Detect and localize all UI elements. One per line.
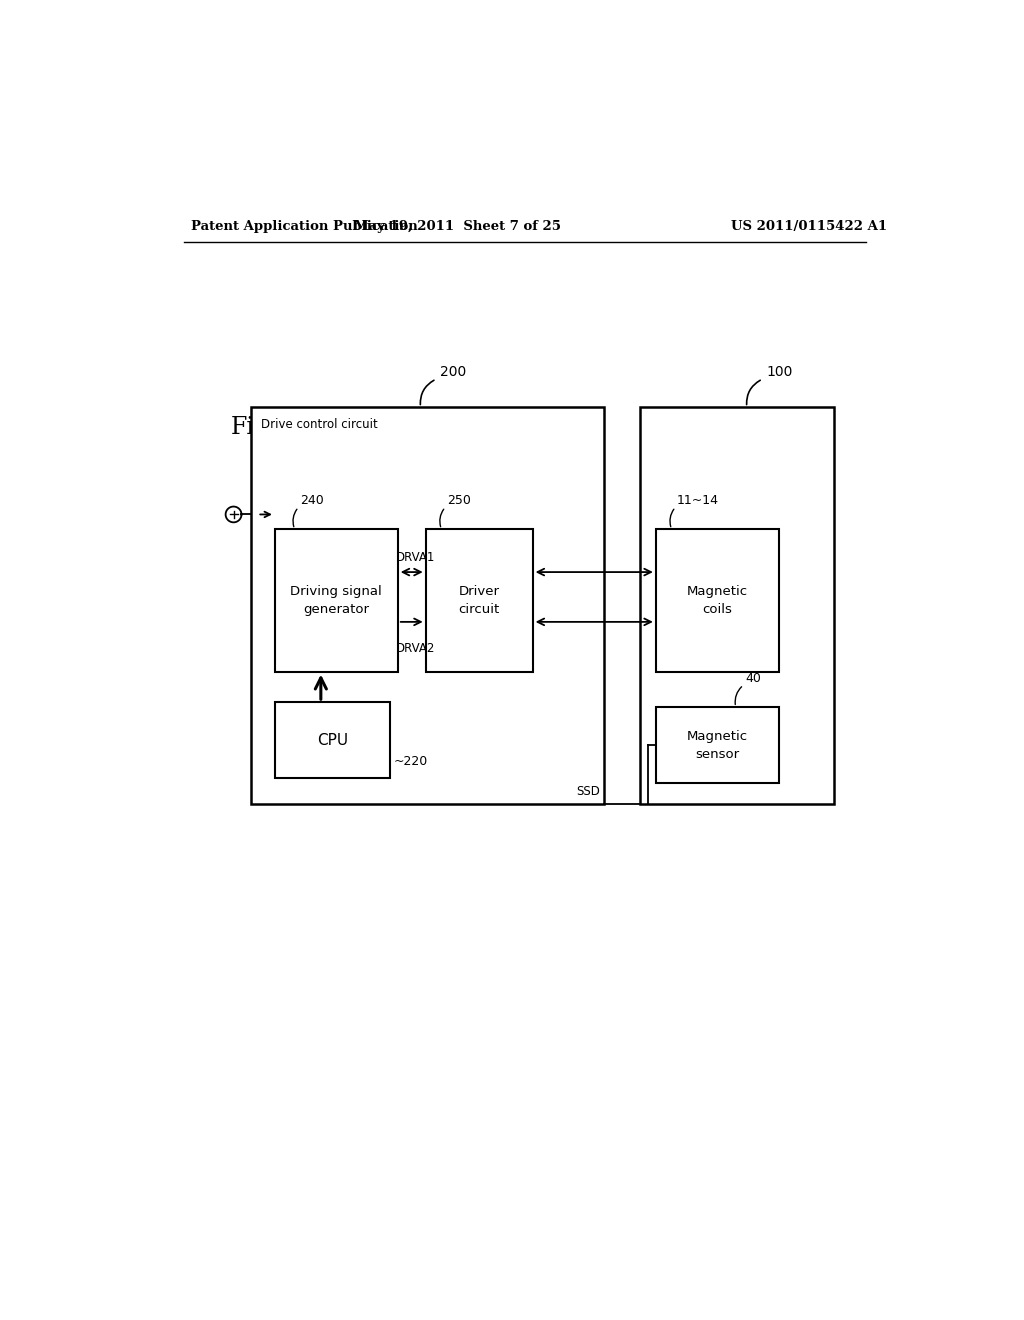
Text: 40: 40 bbox=[745, 672, 761, 685]
Text: DRVA2: DRVA2 bbox=[396, 643, 435, 655]
Text: 240: 240 bbox=[300, 494, 324, 507]
Text: Magnetic
sensor: Magnetic sensor bbox=[687, 730, 748, 760]
Bar bbox=[655, 529, 779, 672]
Text: Fig.7: Fig.7 bbox=[231, 416, 293, 440]
Text: SSD: SSD bbox=[577, 784, 600, 797]
Text: Magnetic
coils: Magnetic coils bbox=[687, 585, 748, 616]
Text: DRVA1: DRVA1 bbox=[396, 550, 435, 564]
Text: ~220: ~220 bbox=[394, 755, 428, 768]
Text: CPU: CPU bbox=[316, 733, 348, 748]
Bar bbox=[655, 708, 779, 784]
Text: 100: 100 bbox=[767, 364, 793, 379]
Bar bbox=[426, 529, 532, 672]
Text: 250: 250 bbox=[447, 494, 471, 507]
Bar bbox=[274, 529, 397, 672]
Bar bbox=[274, 702, 390, 779]
Text: Driver
circuit: Driver circuit bbox=[459, 585, 500, 616]
Text: 11~14: 11~14 bbox=[677, 494, 719, 507]
Text: 200: 200 bbox=[440, 364, 467, 379]
Bar bbox=[251, 408, 604, 804]
Text: US 2011/0115422 A1: US 2011/0115422 A1 bbox=[731, 220, 887, 234]
Text: Drive control circuit: Drive control circuit bbox=[260, 417, 377, 430]
Text: Driving signal
generator: Driving signal generator bbox=[291, 585, 382, 616]
Bar bbox=[640, 408, 835, 804]
Text: May 19, 2011  Sheet 7 of 25: May 19, 2011 Sheet 7 of 25 bbox=[354, 220, 561, 234]
Text: Patent Application Publication: Patent Application Publication bbox=[191, 220, 418, 234]
